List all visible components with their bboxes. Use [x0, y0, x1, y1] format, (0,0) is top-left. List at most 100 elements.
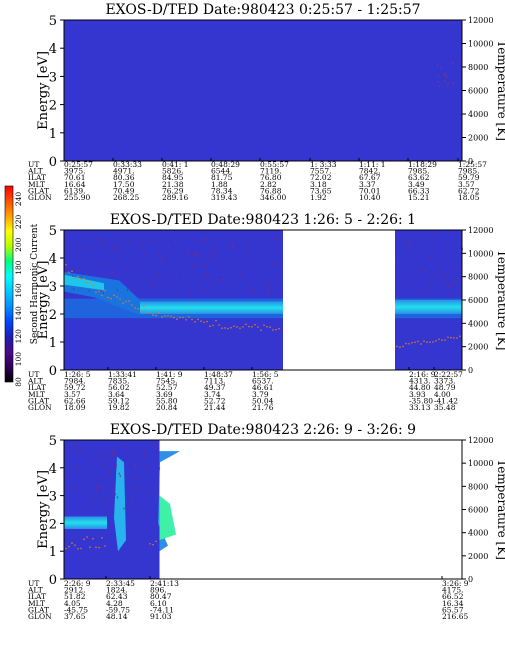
temperature-trace-point — [98, 290, 100, 293]
table-cell: -74.11 — [150, 605, 174, 614]
y2-tick-label: 4000 — [468, 319, 488, 328]
noise-pixel — [222, 273, 224, 276]
table-cell: 255.90 — [64, 193, 90, 202]
noise-dot — [440, 67, 442, 69]
emission-burst-core — [159, 495, 176, 541]
table-cell: 20.84 — [156, 403, 178, 412]
noise-pixel — [250, 256, 252, 259]
temperature-trace-point — [179, 316, 181, 319]
temperature-trace-point — [441, 339, 443, 341]
table-cell: 4175. — [442, 586, 463, 595]
table-row-label: GLAT — [28, 186, 49, 195]
noise-pixel — [453, 280, 455, 283]
noise-pixel — [111, 490, 113, 493]
table-cell: 62.66 — [64, 396, 86, 405]
noise-pixel — [444, 272, 446, 275]
noise-pixel — [102, 291, 104, 294]
temperature-trace-point — [101, 536, 103, 539]
table-cell: 268.25 — [113, 193, 139, 202]
temperature-trace-point — [92, 537, 94, 540]
table-cell: 0:41: 1 — [162, 160, 189, 169]
temperature-trace-point — [221, 327, 223, 329]
table-cell: 66.52 — [442, 592, 464, 601]
noise-pixel — [240, 261, 242, 264]
y2-tick-label: 8000 — [468, 273, 488, 282]
noise-pixel — [108, 263, 110, 266]
y-tick-label: 1 — [49, 127, 57, 142]
temperature-trace-point — [447, 336, 449, 339]
colorbar-label: Second Harmonic Current — [30, 223, 40, 344]
noise-pixel — [404, 248, 406, 251]
temperature-trace-point — [218, 324, 220, 326]
temperature-trace-point — [396, 345, 398, 348]
temperature-trace-point — [459, 335, 461, 338]
noise-pixel — [102, 465, 104, 468]
table-cell: 84.95 — [162, 173, 184, 182]
noise-pixel — [221, 278, 223, 281]
noise-pixel — [114, 452, 116, 455]
table-cell: 3:26: 9 — [442, 579, 469, 588]
y-tick-label: 4 — [49, 462, 57, 477]
temperature-trace-point — [80, 278, 82, 280]
noise-pixel — [260, 270, 262, 273]
table-cell: 1:48:37 — [204, 370, 233, 379]
noise-pixel — [251, 271, 253, 274]
temperature-trace-point — [429, 341, 431, 343]
noise-pixel — [96, 262, 98, 265]
spectrogram-panel-2: EXOS-D/TED Date:980423 1:26: 5 - 2:26: 1… — [27, 212, 505, 412]
noise-pixel — [194, 245, 196, 248]
temperature-trace-point — [101, 294, 103, 297]
temperature-trace-point — [173, 316, 175, 319]
noise-pixel — [164, 242, 166, 245]
noise-pixel — [447, 293, 449, 296]
y-tick-label: 0 — [49, 155, 57, 170]
table-cell: 2.82 — [260, 180, 277, 189]
y-tick-label: 4 — [49, 42, 57, 57]
table-row-label: ALT — [27, 586, 43, 595]
temperature-trace-point — [182, 316, 184, 319]
table-cell: 2:33:45 — [106, 579, 135, 588]
temperature-trace-point — [116, 296, 118, 298]
table-cell: 7985. — [458, 167, 479, 176]
table-cell: 76.80 — [260, 173, 282, 182]
temperature-trace-point — [275, 328, 277, 331]
table-cell: 2:41:13 — [150, 579, 179, 588]
temperature-trace-point — [77, 547, 79, 550]
y2-tick-label: 0 — [468, 157, 473, 166]
temperature-trace-point — [134, 307, 136, 309]
temperature-trace-point — [140, 310, 142, 313]
temperature-trace-point — [71, 270, 73, 273]
table-cell: 6.10 — [150, 599, 167, 608]
temperature-trace-point — [423, 340, 425, 342]
spectrogram-area — [64, 440, 160, 579]
table-cell: 319.43 — [211, 193, 237, 202]
table-cell: -45.75 — [64, 605, 88, 614]
temperature-trace-point — [197, 318, 199, 321]
y2-tick-label: 6000 — [468, 506, 488, 515]
noise-pixel — [98, 451, 100, 454]
colorbar-tick-label: 220 — [14, 214, 23, 229]
temperature-trace-point — [269, 326, 271, 328]
y-tick-label: 2 — [49, 308, 57, 323]
temperature-trace-point — [68, 271, 70, 274]
table-row-label: GLON — [28, 193, 52, 202]
y2-tick-label: 10000 — [468, 249, 493, 258]
temperature-trace-point — [164, 315, 166, 317]
temperature-trace-point — [161, 316, 163, 318]
noise-dot — [437, 80, 439, 83]
temperature-trace-point — [65, 264, 67, 266]
noise-pixel — [97, 456, 99, 459]
noise-pixel — [267, 292, 269, 295]
noise-pixel — [153, 444, 155, 447]
noise-pixel — [127, 472, 129, 475]
noise-pixel — [276, 264, 278, 267]
table-row-label: GLON — [28, 403, 52, 412]
noise-pixel — [202, 237, 204, 240]
table-cell: 3373. — [434, 377, 455, 386]
y2-axis-label: Temperature [K] — [495, 459, 505, 560]
temperature-trace-point — [405, 342, 407, 345]
noise-pixel — [194, 254, 196, 257]
temperature-trace-point — [155, 314, 157, 317]
noise-pixel — [423, 270, 425, 273]
table-cell: 80.47 — [150, 592, 172, 601]
